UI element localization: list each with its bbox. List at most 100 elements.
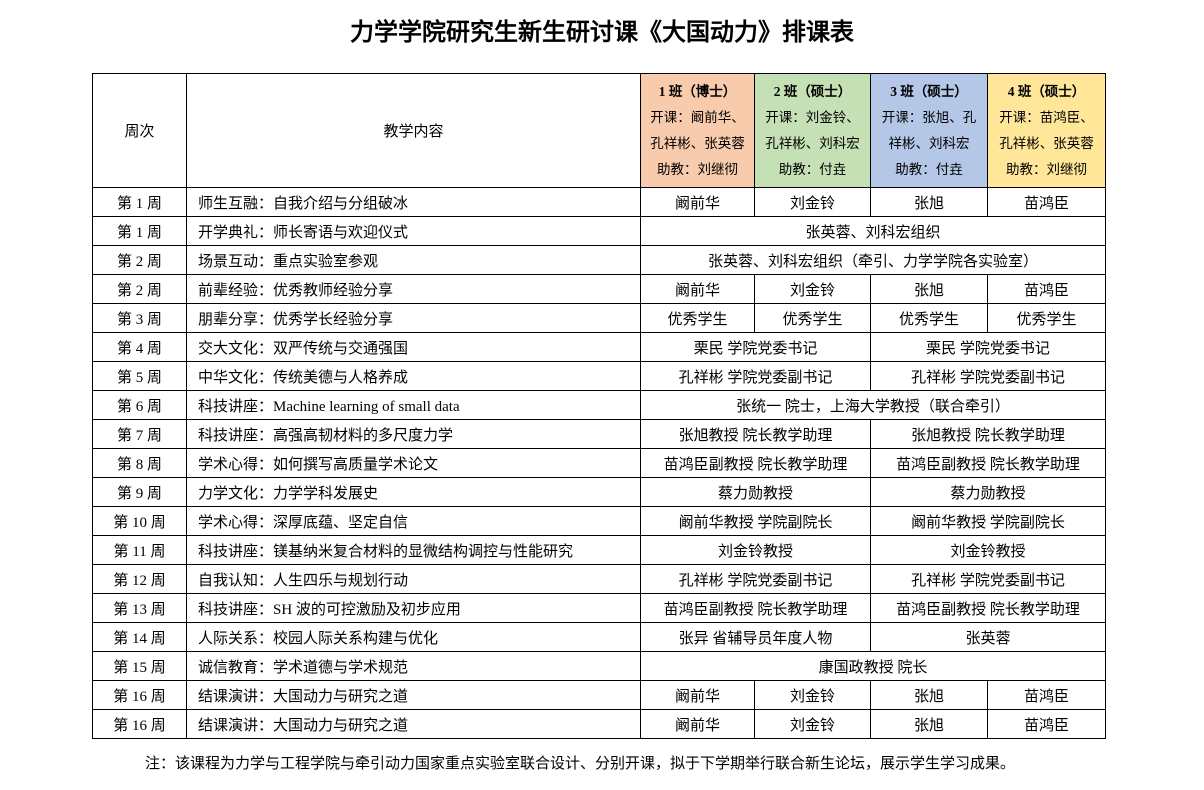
- week-cell: 第 1 周: [92, 216, 187, 246]
- teacher-cell: 刘金铃: [754, 187, 871, 217]
- class-name: 4 班（硕士）: [1007, 83, 1086, 99]
- week-cell: 第 8 周: [92, 448, 187, 478]
- teacher-cell: 阚前华: [640, 187, 755, 217]
- content-cell: 力学文化：力学学科发展史: [186, 477, 641, 507]
- content-cell: 学术心得：深厚底蕴、坚定自信: [186, 506, 641, 536]
- table-row: 第 3 周朋辈分享：优秀学长经验分享 优秀学生 优秀学生 优秀学生 优秀学生: [92, 303, 1106, 333]
- class-line1: 开课：刘金铃、: [765, 109, 860, 125]
- week-cell: 第 16 周: [92, 709, 187, 739]
- content-cell: 科技讲座：镁基纳米复合材料的显微结构调控与性能研究: [186, 535, 641, 565]
- teacher-cell: 苗鸿臣副教授 院长教学助理: [870, 593, 1106, 623]
- content-cell: 自我认知：人生四乐与规划行动: [186, 564, 641, 594]
- teacher-cell: 张旭教授 院长教学助理: [870, 419, 1106, 449]
- teacher-cell: 张旭: [870, 274, 988, 304]
- content-cell: 诚信教育：学术道德与学术规范: [186, 651, 641, 681]
- teacher-cell: 张英蓉、刘科宏组织（牵引、力学学院各实验室）: [640, 245, 1106, 275]
- table-row: 第 10 周学术心得：深厚底蕴、坚定自信 阚前华教授 学院副院长 阚前华教授 学院副…: [92, 506, 1106, 536]
- content-cell: 师生互融：自我介绍与分组破冰: [186, 187, 641, 217]
- teacher-cell: 刘金铃教授: [870, 535, 1106, 565]
- table-row: 第 14 周人际关系：校园人际关系构建与优化 张异 省辅导员年度人物 张英蓉: [92, 622, 1106, 652]
- table-row: 第 15 周诚信教育：学术道德与学术规范 康国政教授 院长: [92, 651, 1106, 681]
- table-row: 第 16 周结课演讲：大国动力与研究之道 阚前华 刘金铃 张旭 苗鸿臣: [92, 709, 1106, 739]
- class-line2: 祥彬、刘科宏: [888, 135, 970, 151]
- header-content: 教学内容: [186, 73, 641, 188]
- content-cell: 中华文化：传统美德与人格养成: [186, 361, 641, 391]
- table-row: 第 16 周结课演讲：大国动力与研究之道 阚前华 刘金铃 张旭 苗鸿臣: [92, 680, 1106, 710]
- content-cell: 前辈经验：优秀教师经验分享: [186, 274, 641, 304]
- class-assistant: 助教：付垚: [895, 161, 963, 177]
- teacher-cell: 刘金铃教授: [640, 535, 871, 565]
- week-cell: 第 4 周: [92, 332, 187, 362]
- content-cell: 科技讲座：高强高韧材料的多尺度力学: [186, 419, 641, 449]
- table-row: 第 8 周学术心得：如何撰写高质量学术论文 苗鸿臣副教授 院长教学助理 苗鸿臣副教授…: [92, 448, 1106, 478]
- table-row: 第 13 周科技讲座：SH 波的可控激励及初步应用 苗鸿臣副教授 院长教学助理 苗鸿…: [92, 593, 1106, 623]
- teacher-cell: 苗鸿臣: [987, 709, 1106, 739]
- teacher-cell: 阚前华: [640, 680, 755, 710]
- header-class-3: 3 班（硕士） 开课：张旭、孔 祥彬、刘科宏 助教：付垚: [870, 73, 988, 188]
- week-cell: 第 5 周: [92, 361, 187, 391]
- teacher-cell: 栗民 学院党委书记: [640, 332, 871, 362]
- teacher-cell: 孔祥彬 学院党委副书记: [870, 564, 1106, 594]
- teacher-cell: 张英蓉: [870, 622, 1106, 652]
- week-cell: 第 13 周: [92, 593, 187, 623]
- teacher-cell: 阚前华: [640, 709, 755, 739]
- teacher-cell: 孔祥彬 学院党委副书记: [870, 361, 1106, 391]
- class-assistant: 助教：付垚: [778, 161, 847, 177]
- teacher-cell: 优秀学生: [870, 303, 988, 333]
- week-cell: 第 1 周: [92, 187, 187, 217]
- teacher-cell: 苗鸿臣副教授 院长教学助理: [870, 448, 1106, 478]
- content-cell: 科技讲座：Machine learning of small data: [186, 390, 641, 420]
- teacher-cell: 张旭: [870, 709, 988, 739]
- class-name: 3 班（硕士）: [890, 83, 968, 99]
- teacher-cell: 蔡力勋教授: [870, 477, 1106, 507]
- class-line2: 孔祥彬、张英蓉: [650, 135, 745, 151]
- class-line1: 开课：苗鸿臣、: [999, 109, 1094, 125]
- teacher-cell: 阚前华教授 学院副院长: [640, 506, 871, 536]
- content-cell: 场景互动：重点实验室参观: [186, 245, 641, 275]
- table-row: 第 6 周科技讲座：Machine learning of small data…: [92, 390, 1106, 420]
- teacher-cell: 张统一 院士，上海大学教授（联合牵引）: [640, 390, 1106, 420]
- content-cell: 结课演讲：大国动力与研究之道: [186, 709, 641, 739]
- table-row: 第 9 周力学文化：力学学科发展史 蔡力勋教授 蔡力勋教授: [92, 477, 1106, 507]
- table-row: 第 1 周开学典礼：师长寄语与欢迎仪式 张英蓉、刘科宏组织: [92, 216, 1106, 246]
- header-class-1: 1 班（博士） 开课：阚前华、 孔祥彬、张英蓉 助教：刘继彻: [640, 73, 755, 188]
- week-cell: 第 3 周: [92, 303, 187, 333]
- week-cell: 第 15 周: [92, 651, 187, 681]
- week-cell: 第 11 周: [92, 535, 187, 565]
- class-line2: 孔祥彬、刘科宏: [765, 135, 860, 151]
- content-cell: 朋辈分享：优秀学长经验分享: [186, 303, 641, 333]
- teacher-cell: 苗鸿臣副教授 院长教学助理: [640, 593, 871, 623]
- week-cell: 第 2 周: [92, 245, 187, 275]
- teacher-cell: 孔祥彬 学院党委副书记: [640, 361, 871, 391]
- week-cell: 第 6 周: [92, 390, 187, 420]
- teacher-cell: 孔祥彬 学院党委副书记: [640, 564, 871, 594]
- header-row: 周次 教学内容 1 班（博士） 开课：阚前华、 孔祥彬、张英蓉 助教：刘继彻 2 班（硕…: [92, 73, 1106, 188]
- week-cell: 第 9 周: [92, 477, 187, 507]
- teacher-cell: 优秀学生: [640, 303, 755, 333]
- teacher-cell: 苗鸿臣: [987, 680, 1106, 710]
- teacher-cell: 苗鸿臣副教授 院长教学助理: [640, 448, 871, 478]
- class-name: 2 班（硕士）: [773, 83, 852, 99]
- teacher-cell: 张旭教授 院长教学助理: [640, 419, 871, 449]
- table-row: 第 2 周前辈经验：优秀教师经验分享 阚前华 刘金铃 张旭 苗鸿臣: [92, 274, 1106, 304]
- teacher-cell: 刘金铃: [754, 680, 871, 710]
- class-line2: 孔祥彬、张英蓉: [999, 135, 1094, 151]
- footnote: 注：该课程为力学与工程学院与牵引动力国家重点实验室联合设计、分别开课，拟于下学期…: [145, 756, 1016, 772]
- teacher-cell: 阚前华: [640, 274, 755, 304]
- table-row: 第 2 周场景互动：重点实验室参观 张英蓉、刘科宏组织（牵引、力学学院各实验室）: [92, 245, 1106, 275]
- table-row: 第 4 周交大文化：双严传统与交通强国 栗民 学院党委书记 栗民 学院党委书记: [92, 332, 1106, 362]
- content-cell: 人际关系：校园人际关系构建与优化: [186, 622, 641, 652]
- page-title: 力学学院研究生新生研讨课《大国动力》排课表: [350, 18, 854, 46]
- content-cell: 交大文化：双严传统与交通强国: [186, 332, 641, 362]
- table-row: 第 12 周自我认知：人生四乐与规划行动 孔祥彬 学院党委副书记 孔祥彬 学院党委副…: [92, 564, 1106, 594]
- header-week: 周次: [92, 73, 187, 188]
- week-cell: 第 10 周: [92, 506, 187, 536]
- teacher-cell: 苗鸿臣: [987, 187, 1106, 217]
- schedule-table: 周次 教学内容 1 班（博士） 开课：阚前华、 孔祥彬、张英蓉 助教：刘继彻 2 班（硕…: [92, 73, 1106, 739]
- week-cell: 第 7 周: [92, 419, 187, 449]
- teacher-cell: 优秀学生: [754, 303, 871, 333]
- content-cell: 学术心得：如何撰写高质量学术论文: [186, 448, 641, 478]
- table-row: 第 5 周中华文化：传统美德与人格养成 孔祥彬 学院党委副书记 孔祥彬 学院党委副书…: [92, 361, 1106, 391]
- teacher-cell: 优秀学生: [987, 303, 1106, 333]
- table-row: 第 1 周师生互融：自我介绍与分组破冰 阚前华 刘金铃 张旭 苗鸿臣: [92, 187, 1106, 217]
